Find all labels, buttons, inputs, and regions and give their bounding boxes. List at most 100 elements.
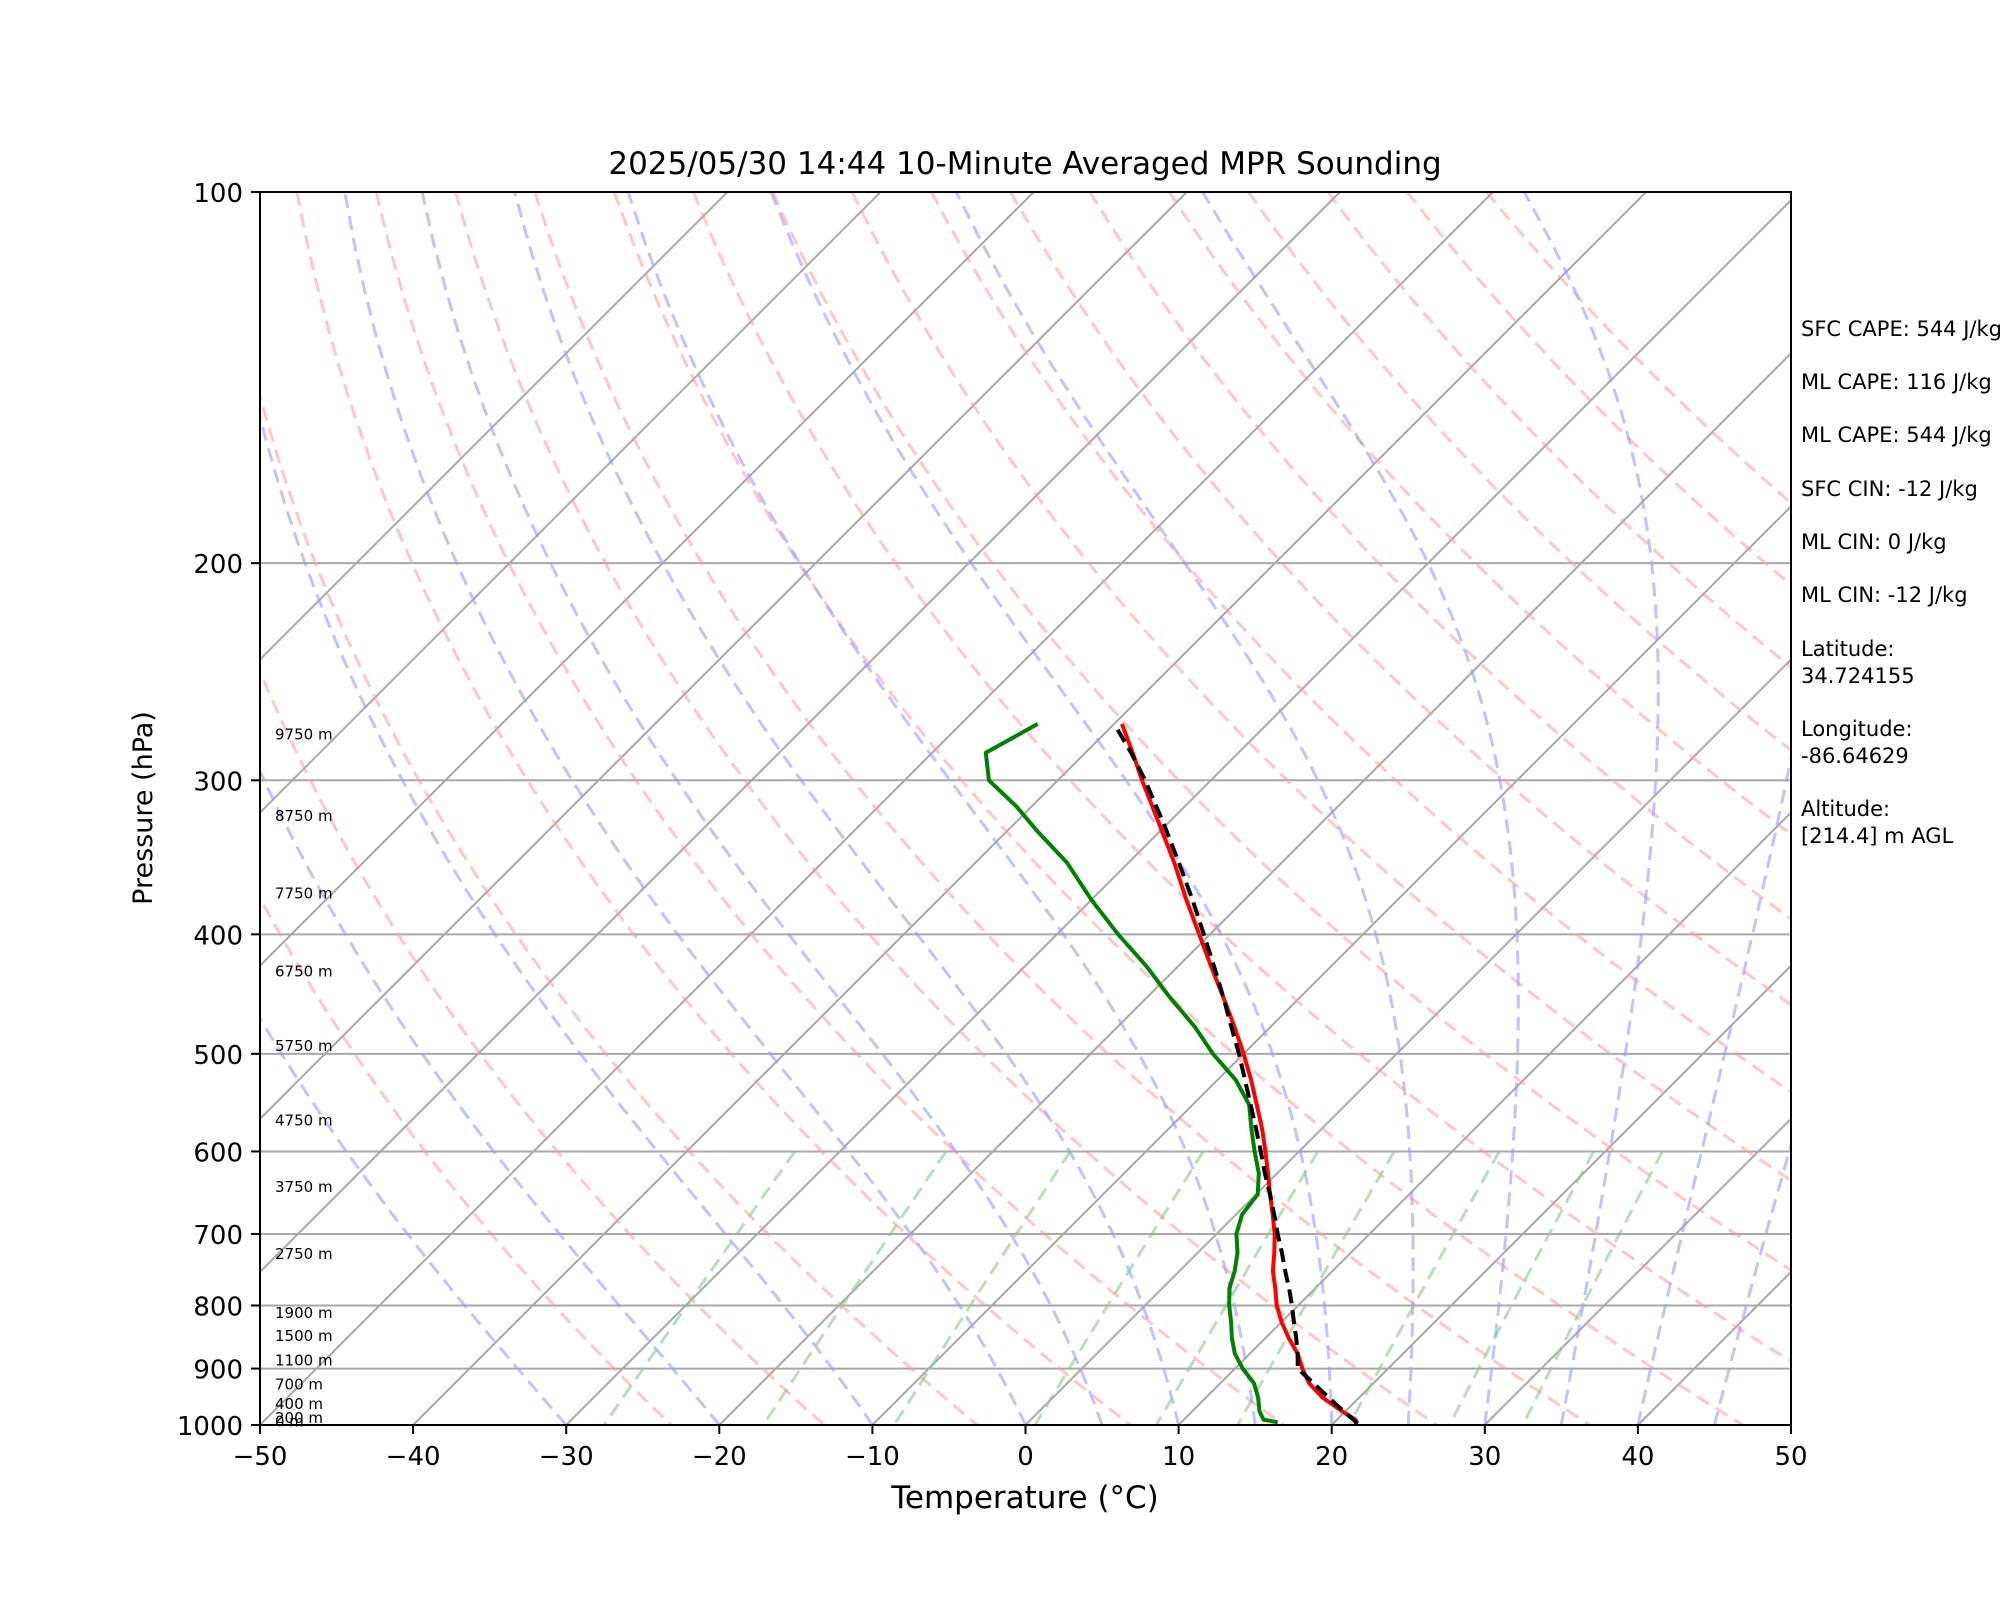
sfc-cape-text: SFC CAPE: 544 J/kg: [1801, 317, 2000, 341]
height-label: 3750 m: [275, 1178, 333, 1196]
y-axis-label: Pressure (hPa): [128, 711, 159, 905]
sounding-traces: [983, 722, 1360, 1425]
height-label: 1100 m: [275, 1352, 333, 1370]
ml-cin-text-2: ML CIN: -12 J/kg: [1801, 583, 1968, 607]
height-label: 5750 m: [275, 1037, 333, 1055]
background-lines: [260, 192, 1791, 1425]
mixing-ratio-line: [1033, 1150, 1205, 1425]
moist-adiabat: [954, 192, 1415, 1425]
chart-title: 2025/05/30 14:44 10-Minute Averaged MPR …: [608, 146, 1441, 182]
height-label: 400 m: [275, 1395, 323, 1413]
moist-adiabat: [260, 411, 874, 1425]
mixing-ratio-line: [1347, 1150, 1501, 1425]
dry-adiabat: [850, 192, 1791, 1183]
moist-adiabat: [343, 192, 1027, 1425]
isotherm-line: [260, 192, 882, 815]
x-tick-label: 0: [1017, 1442, 1034, 1472]
height-label: 0 m: [275, 1413, 304, 1431]
isotherm-line: [260, 192, 729, 661]
dry-adiabat: [612, 192, 1746, 1425]
dry-adiabat: [1326, 192, 1791, 670]
moist-adiabat: [1201, 192, 1520, 1425]
longitude-text: Longitude: -86.64629: [1801, 717, 1913, 768]
ml-cape-text: ML CAPE: 116 J/kg: [1801, 370, 1992, 394]
dry-adiabat: [771, 192, 1791, 1272]
moist-adiabat: [769, 192, 1334, 1425]
latitude-text: Latitude: 34.724155: [1801, 637, 1915, 688]
height-label: 6750 m: [275, 963, 333, 981]
dry-adiabat: [260, 390, 980, 1425]
ml-cin-text: ML CIN: 0 J/kg: [1801, 530, 1947, 554]
dry-adiabat: [1247, 192, 1791, 753]
isotherm-line: [1484, 1117, 1791, 1425]
moist-adiabat: [260, 767, 721, 1425]
y-tick-label: 500: [193, 1041, 243, 1071]
moist-adiabat: [420, 192, 1104, 1425]
dry-adiabat: [1485, 192, 1791, 506]
dewpoint-trace: [983, 722, 1279, 1425]
isotherm-line: [412, 192, 1647, 1425]
isotherm-line: [1330, 964, 1791, 1425]
dry-adiabat: [295, 192, 1133, 1425]
y-tick-label: 400: [193, 921, 243, 951]
dry-adiabat: [533, 192, 1593, 1425]
y-tick-label: 900: [193, 1356, 243, 1386]
moist-adiabat: [1522, 192, 1660, 1425]
isotherm-line: [260, 192, 1341, 1274]
isotherm-line: [1024, 658, 1791, 1425]
height-label: 1900 m: [275, 1304, 333, 1322]
x-tick-label: 10: [1162, 1442, 1195, 1472]
y-tick-label: 700: [193, 1221, 243, 1251]
isotherm-line: [260, 192, 1188, 1121]
height-label: 2750 m: [275, 1245, 333, 1263]
isotherm-line: [718, 351, 1791, 1425]
isotherm-line: [871, 504, 1791, 1425]
y-tick-label: 100: [193, 179, 243, 209]
dry-adiabat: [260, 667, 827, 1425]
x-axis-label: Temperature (°C): [890, 1480, 1159, 1516]
y-tick-label: 800: [193, 1293, 243, 1323]
mixing-ratio-line: [762, 1150, 948, 1425]
y-tick-label: 600: [193, 1138, 243, 1168]
ml-cape-text-2: ML CAPE: 544 J/kg: [1801, 423, 1992, 447]
dry-adiabat: [1009, 192, 1791, 1007]
mixing-ratio-line: [1236, 1150, 1396, 1425]
dry-adiabat: [930, 192, 1791, 1094]
moist-adiabat: [626, 192, 1257, 1425]
x-tick-label: 50: [1774, 1442, 1807, 1472]
x-tick-label: −30: [539, 1442, 594, 1472]
axes: −50 −40 −30 −20 −10 0 10 20 30 40 50 100 200 300 400 50…: [177, 179, 1808, 1472]
x-tick-label: 30: [1468, 1442, 1501, 1472]
moist-adiabat: [1713, 1139, 1791, 1425]
x-tick-label: −10: [845, 1442, 900, 1472]
isotherm-line: [1177, 811, 1791, 1425]
altitude-text: Altitude: [214.4] m AGL: [1801, 797, 1954, 848]
mixing-ratio-line: [1521, 1150, 1664, 1425]
height-label: 7750 m: [275, 885, 333, 903]
mixing-ratio-line: [1448, 1150, 1595, 1425]
height-label: 200 m: [275, 1409, 323, 1427]
moist-adiabat: [260, 1015, 568, 1425]
moist-adiabat: [1636, 751, 1791, 1425]
y-tick-label: 300: [193, 767, 243, 797]
x-tick-label: −50: [233, 1442, 288, 1472]
parcel-trace: [1112, 722, 1360, 1425]
height-label: 1500 m: [275, 1327, 333, 1345]
x-tick-label: −20: [692, 1442, 747, 1472]
mixing-ratio-line: [892, 1150, 1072, 1425]
height-label: 700 m: [275, 1375, 323, 1393]
temperature-trace: [1120, 723, 1359, 1425]
moist-adiabat: [513, 192, 1181, 1425]
x-tick-label: −40: [386, 1442, 441, 1472]
x-tick-label: 40: [1621, 1442, 1654, 1472]
x-tick-label: 20: [1315, 1442, 1348, 1472]
isotherm-line: [565, 198, 1791, 1425]
isotherm-line: [260, 192, 1035, 968]
dry-adiabat: [692, 192, 1791, 1364]
y-tick-label: 1000: [177, 1412, 243, 1442]
sfc-cin-text: SFC CIN: -12 J/kg: [1801, 477, 1978, 501]
mixing-ratio-line: [602, 1150, 797, 1425]
plot-frame: [259, 191, 1792, 1426]
